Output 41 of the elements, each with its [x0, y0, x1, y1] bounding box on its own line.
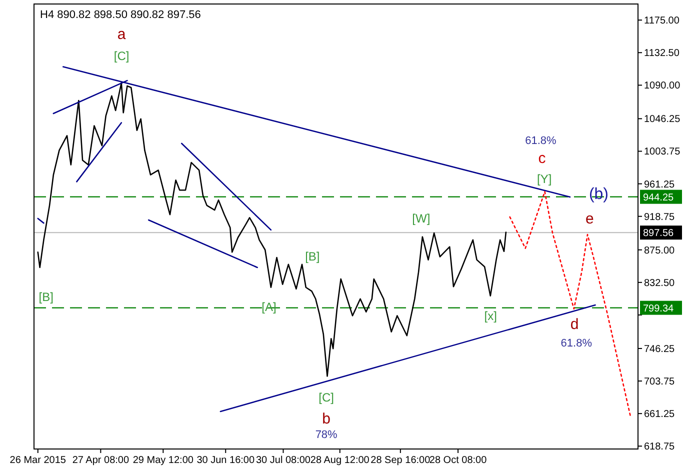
- annotation: 61.8%: [525, 135, 557, 148]
- y-tick-label: 1046.25: [644, 114, 681, 126]
- annotation: 78%: [315, 429, 338, 442]
- annotation: [B]: [305, 250, 320, 264]
- x-tick-label: 28 Aug 12:00: [310, 455, 370, 466]
- text: H4 890.82 898.50 890.82 897.56: [40, 9, 201, 21]
- y-tick-label: 661.25: [644, 409, 676, 420]
- annotation: e: [586, 210, 594, 228]
- annotation: [B]: [38, 290, 54, 304]
- x-tick-label: 29 May 12:00: [132, 455, 194, 466]
- y-tick-label: 875.00: [644, 245, 676, 256]
- annotation: [x]: [484, 309, 497, 324]
- x-tick-label: 27 Apr 08:00: [72, 455, 130, 466]
- ref-line-label: 799.34: [643, 303, 674, 314]
- y-tick-label: 961.25: [644, 179, 676, 190]
- x-tick-label: 30 Jul 08:00: [256, 455, 311, 466]
- annotation: [A]: [262, 300, 276, 314]
- annotation: c: [538, 150, 546, 168]
- x-tick-label: 28 Oct 08:00: [429, 455, 488, 466]
- annotation: d: [570, 316, 579, 334]
- y-tick-label: 618.75: [644, 442, 676, 453]
- x-tick-label: 28 Sep 16:00: [370, 455, 431, 466]
- y-tick-label: 746.25: [644, 344, 676, 355]
- ref-line-label: 897.56: [643, 228, 674, 240]
- y-tick-label: 832.50: [644, 278, 676, 289]
- annotation: b: [322, 410, 331, 428]
- x-tick-label: 30 Jun 16:00: [196, 455, 255, 466]
- annotation: [C]: [114, 48, 130, 63]
- ref-line-label: 944.25: [643, 192, 674, 204]
- y-tick-label: 1132.50: [644, 48, 680, 60]
- annotation: 61.8%: [560, 337, 592, 350]
- annotation: [Y]: [537, 172, 552, 186]
- annotation: a: [117, 26, 126, 44]
- annotation: [C]: [318, 390, 334, 405]
- y-tick-label: 1175.00: [644, 16, 680, 27]
- x-tick-label: 26 Mar 2015: [10, 455, 66, 466]
- y-tick-label: 703.75: [644, 376, 676, 388]
- y-tick-label: 1003.75: [644, 146, 681, 158]
- annotation: [W]: [412, 212, 430, 226]
- y-tick-label: 918.75: [644, 212, 676, 223]
- y-tick-label: 1090.00: [644, 80, 681, 92]
